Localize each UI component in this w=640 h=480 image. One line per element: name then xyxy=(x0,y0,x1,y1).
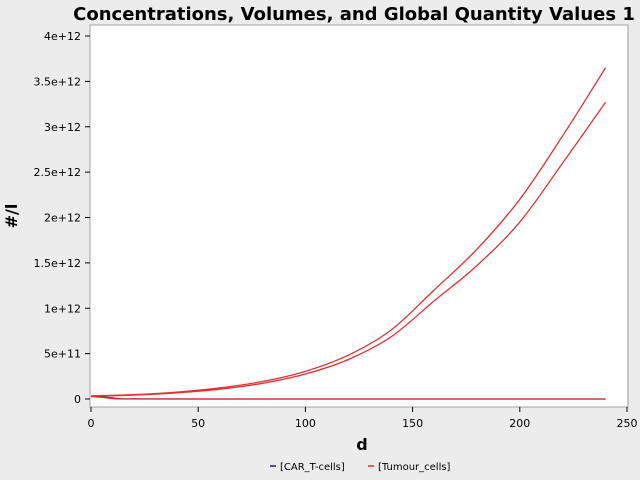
y-tick-label: 3.5e+12 xyxy=(34,75,81,88)
x-tick-label: 200 xyxy=(509,417,530,430)
x-tick-label: 150 xyxy=(402,417,423,430)
y-tick-label: 2e+12 xyxy=(44,212,81,225)
x-tick-label: 50 xyxy=(191,417,205,430)
series-line-3 xyxy=(90,395,606,400)
x-tick-label: 0 xyxy=(88,417,95,430)
y-axis: 0 5e+11 1e+12 1.5e+12 2e+12 2.5e+12 3e+12 3.5e+… xyxy=(34,30,90,406)
series-line-2 xyxy=(90,101,607,397)
y-tick-label: 0 xyxy=(74,393,81,406)
x-axis-label: d xyxy=(356,435,367,454)
y-tick-label: 1.5e+12 xyxy=(34,257,81,270)
legend-label: [Tumour_cells] xyxy=(378,462,451,473)
y-tick-label: 1e+12 xyxy=(44,302,81,315)
y-tick-label: 2.5e+12 xyxy=(34,166,81,179)
legend: [CAR_T-cells] [Tumour_cells] xyxy=(270,462,451,473)
y-tick-label: 4e+12 xyxy=(44,30,81,43)
series-line-1 xyxy=(90,67,607,397)
series-layer xyxy=(90,67,607,400)
plot-area xyxy=(89,24,629,408)
y-tick-label: 5e+11 xyxy=(44,348,81,361)
chart-title: Concentrations, Volumes, and Global Quan… xyxy=(73,4,635,25)
legend-label: [CAR_T-cells] xyxy=(280,462,345,473)
y-tick-label: 3e+12 xyxy=(44,121,81,134)
x-tick-label: 100 xyxy=(295,417,316,430)
y-axis-label: #/l xyxy=(2,204,21,229)
x-axis: 0 50 100 150 200 250 xyxy=(88,407,638,430)
x-tick-label: 250 xyxy=(617,417,638,430)
